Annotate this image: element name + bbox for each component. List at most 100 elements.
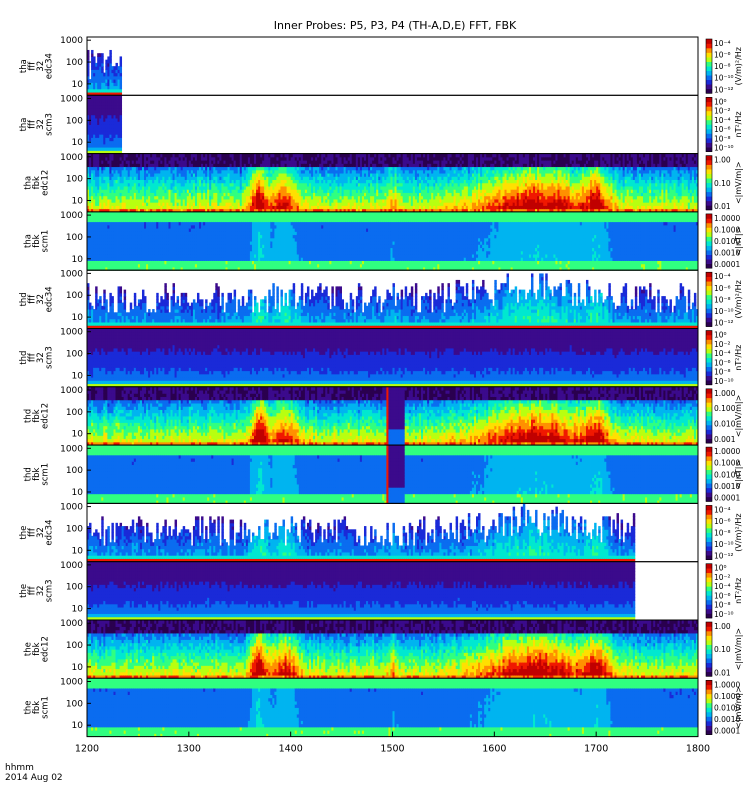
heatmap-cell xyxy=(101,62,104,67)
heatmap-cell xyxy=(231,163,235,168)
heatmap-cell xyxy=(192,169,196,174)
heatmap-cell xyxy=(105,208,108,213)
heatmap-cell xyxy=(146,169,149,174)
heatmap-cell xyxy=(182,160,186,164)
heatmap-cell xyxy=(99,176,102,181)
heatmap-cell xyxy=(209,182,212,187)
heatmap-cell xyxy=(93,88,96,93)
heatmap-cell xyxy=(154,192,157,197)
heatmap-cell xyxy=(97,153,100,158)
heatmap-cell xyxy=(105,75,108,80)
heatmap-cell xyxy=(158,205,161,210)
heatmap-cell xyxy=(113,163,116,168)
heatmap-cell xyxy=(103,88,106,93)
heatmap-cell xyxy=(174,182,178,187)
heatmap-cell xyxy=(109,121,112,125)
heatmap-cell xyxy=(91,56,94,61)
heatmap-cell xyxy=(95,137,98,142)
heatmap-cell xyxy=(123,202,127,206)
heatmap-cell xyxy=(196,179,200,184)
heatmap-cell xyxy=(109,56,112,61)
heatmap-cell xyxy=(97,95,100,100)
heatmap-cell xyxy=(113,127,116,132)
heatmap-cell xyxy=(160,189,163,193)
heatmap-cell xyxy=(219,202,222,206)
heatmap-cell xyxy=(174,169,178,174)
heatmap-cell xyxy=(249,192,253,197)
heatmap-cell xyxy=(203,153,206,158)
heatmap-cell xyxy=(93,150,96,155)
heatmap-cell xyxy=(91,185,94,190)
heatmap-cell xyxy=(174,166,178,171)
heatmap-cell xyxy=(245,153,249,158)
heatmap-cell xyxy=(91,179,94,184)
heatmap-cell xyxy=(166,182,169,187)
heatmap-cell xyxy=(158,160,161,164)
heatmap-cell xyxy=(119,169,123,174)
heatmap-cell xyxy=(109,173,112,177)
heatmap-cell xyxy=(119,150,123,155)
heatmap-cell xyxy=(162,189,165,193)
heatmap-cell xyxy=(113,195,116,200)
heatmap-cell xyxy=(205,166,208,171)
heatmap-cell xyxy=(201,179,204,184)
heatmap-cell xyxy=(241,176,245,181)
heatmap-cell xyxy=(105,169,108,174)
heatmap-cell xyxy=(199,205,202,210)
heatmap-cell xyxy=(152,176,155,181)
heatmap-cell xyxy=(239,160,243,164)
heatmap-cell xyxy=(231,208,235,213)
heatmap-cell xyxy=(87,160,90,164)
heatmap-cell xyxy=(166,173,169,177)
heatmap-cell xyxy=(207,160,210,164)
heatmap-cell xyxy=(89,79,92,83)
heatmap-cell xyxy=(117,140,120,145)
heatmap-cell xyxy=(233,202,237,206)
heatmap-cell xyxy=(235,208,239,213)
heatmap-cell xyxy=(194,198,198,203)
heatmap-cell xyxy=(150,163,153,168)
heatmap-cell xyxy=(211,163,214,168)
heatmap-cell xyxy=(184,153,188,158)
heatmap-cell xyxy=(148,202,151,206)
heatmap-cell xyxy=(103,185,106,190)
heatmap-cell xyxy=(139,182,143,187)
heatmap-cell xyxy=(148,153,151,158)
heatmap-cell xyxy=(190,163,194,168)
heatmap-cell xyxy=(129,173,133,177)
heatmap-cell xyxy=(111,192,114,197)
heatmap-cell xyxy=(144,198,147,203)
heatmap-cell xyxy=(97,59,100,64)
heatmap-cell xyxy=(148,208,151,213)
heatmap-cell xyxy=(93,182,96,187)
heatmap-cell xyxy=(166,160,169,164)
heatmap-cell xyxy=(207,153,210,158)
heatmap-cell xyxy=(97,127,100,132)
heatmap-cell xyxy=(174,153,178,158)
heatmap-cell xyxy=(109,117,112,122)
heatmap-cell xyxy=(154,208,157,213)
heatmap-cell xyxy=(113,169,116,174)
heatmap-cell xyxy=(201,195,204,200)
heatmap-cell xyxy=(109,153,112,158)
heatmap-cell xyxy=(247,169,251,174)
heatmap-cell xyxy=(89,137,92,142)
heatmap-cell xyxy=(184,169,188,174)
heatmap-cell xyxy=(95,195,98,200)
heatmap-cell xyxy=(87,101,90,106)
heatmap-cell xyxy=(115,143,118,148)
heatmap-cell xyxy=(109,189,112,193)
heatmap-cell xyxy=(144,156,147,161)
heatmap-cell xyxy=(91,75,94,80)
heatmap-cell xyxy=(160,176,163,181)
heatmap-cell xyxy=(154,156,157,161)
heatmap-cell xyxy=(180,153,184,158)
heatmap-cell xyxy=(111,124,114,129)
heatmap-cell xyxy=(103,140,106,145)
heatmap-cell xyxy=(199,153,202,158)
heatmap-cell xyxy=(217,169,220,174)
heatmap-cell xyxy=(148,189,151,193)
heatmap-cell xyxy=(99,160,102,164)
heatmap-cell xyxy=(162,173,165,177)
heatmap-cell xyxy=(135,173,139,177)
